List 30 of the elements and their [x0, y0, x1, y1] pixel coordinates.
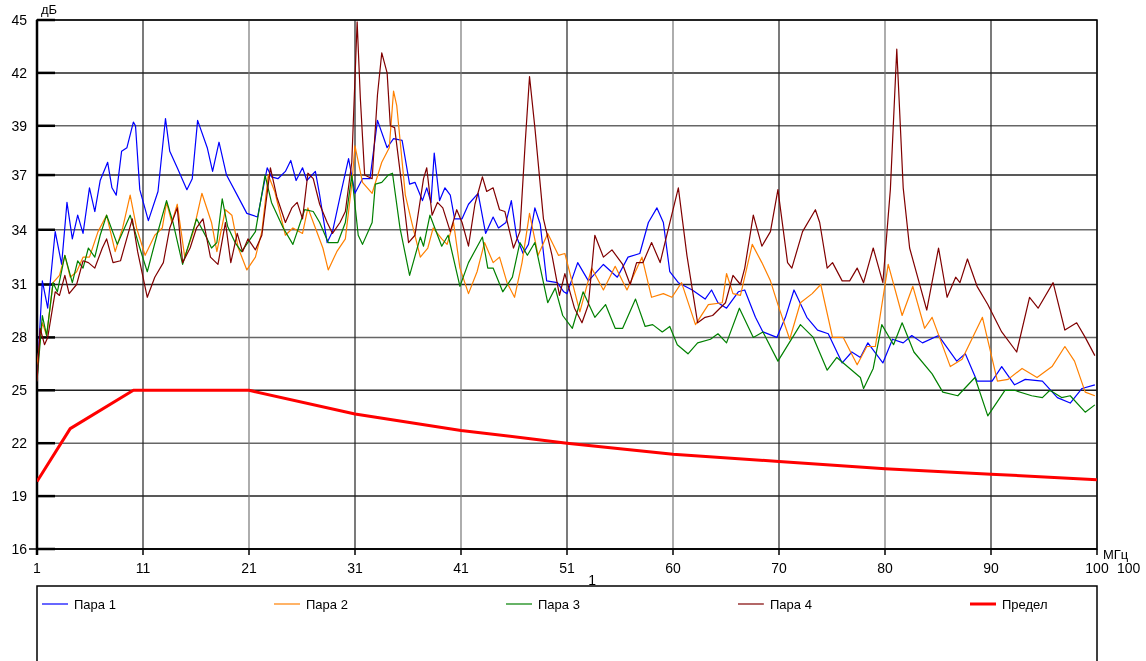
x-axis-title: МГц: [1103, 547, 1129, 562]
text: 1: [588, 572, 597, 588]
y-tick-label: 16: [11, 540, 28, 557]
legend-label: Предел: [1002, 596, 1048, 612]
y-tick-label: 39: [11, 117, 28, 134]
y-tick-label: 34: [11, 221, 28, 238]
y-tick-label: 25: [11, 382, 28, 399]
x-tick-label: 1: [33, 560, 42, 576]
x-tick-label: 31: [347, 560, 363, 576]
x-tick-label: 11: [135, 560, 151, 576]
y-tick-label: 28: [11, 329, 28, 346]
x-tick-label: 70: [771, 560, 787, 576]
x-tick-label: 90: [983, 560, 999, 576]
legend-label: Пара 4: [770, 596, 812, 612]
legend-label: Пара 1: [74, 596, 116, 612]
x-tick-label: 21: [241, 560, 257, 576]
legend-label: Пара 2: [306, 596, 348, 612]
x-tick-label: 51: [559, 560, 575, 576]
y-tick-label: 19: [11, 488, 28, 504]
y-axis-title: дБ: [40, 2, 58, 17]
y-tick-label: 45: [11, 11, 28, 28]
x-tick-label: 100: [1085, 560, 1109, 576]
y-tick-label: 31: [11, 276, 28, 293]
y-tick-label: 22: [11, 435, 28, 452]
legend-label: Пара 3: [538, 596, 580, 612]
x-tick-label: 41: [453, 560, 469, 576]
y-tick-label: 42: [11, 64, 28, 81]
x-tick-label: 80: [877, 560, 893, 576]
y-tick-label: 37: [11, 166, 28, 183]
x-tick-label: 60: [665, 560, 681, 576]
